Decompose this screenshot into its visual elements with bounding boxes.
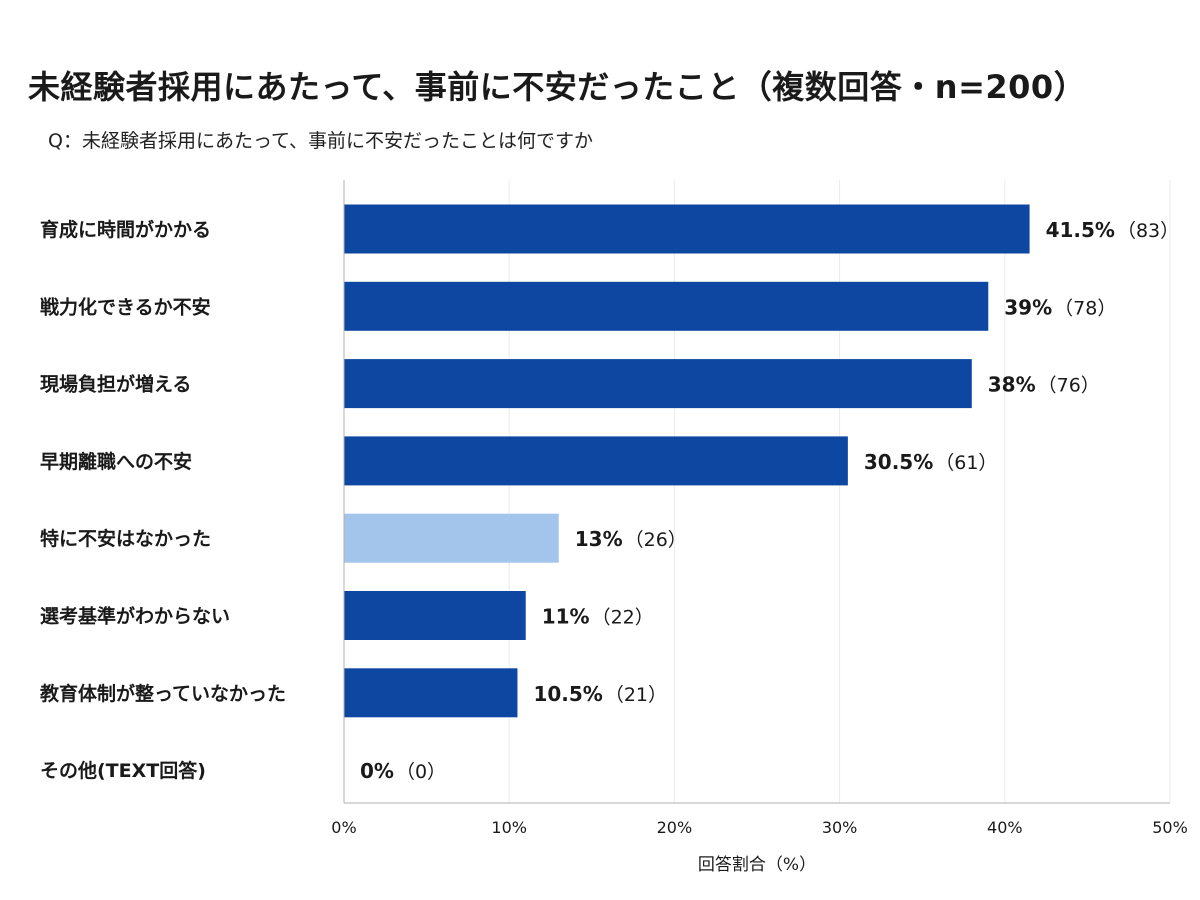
chart-title: 未経験者採用にあたって、事前に不安だったこと（複数回答・n=200）	[28, 68, 1087, 106]
bar	[344, 281, 989, 331]
count-label: （78）	[1054, 297, 1116, 319]
bar	[344, 668, 518, 718]
value-label: 10.5%	[533, 682, 602, 706]
bar	[344, 591, 526, 640]
bar	[344, 436, 848, 486]
count-label: （83）	[1117, 220, 1179, 242]
category-label: 選考基準がわからない	[40, 605, 230, 628]
bar	[344, 513, 559, 563]
value-label: 0%	[360, 759, 394, 783]
x-tick-label: 10%	[491, 818, 527, 837]
bar	[344, 204, 1030, 254]
count-label: （21）	[605, 684, 667, 706]
x-tick-label: 40%	[987, 818, 1023, 837]
x-tick-label: 50%	[1152, 818, 1188, 837]
category-label: 教育体制が整っていなかった	[40, 682, 286, 705]
bar	[344, 359, 972, 409]
value-label: 38%	[988, 373, 1036, 397]
value-label: 11%	[542, 605, 590, 629]
chart-subtitle: Q：未経験者採用にあたって、事前に不安だったことは何ですか	[48, 130, 594, 152]
category-label: 戦力化できるか不安	[40, 295, 211, 318]
count-label: （26）	[625, 529, 687, 551]
count-label: （0）	[396, 761, 446, 783]
category-label: 特に不安はなかった	[40, 527, 211, 550]
x-tick-label: 30%	[822, 818, 858, 837]
x-tick-label: 20%	[657, 818, 693, 837]
value-label: 41.5%	[1046, 218, 1115, 242]
category-label: 現場負担が増える	[40, 373, 191, 396]
count-label: （76）	[1038, 375, 1100, 397]
value-label: 39%	[1004, 295, 1052, 319]
category-label: その他(TEXT回答)	[40, 759, 206, 782]
value-label: 30.5%	[864, 450, 933, 474]
category-label: 育成に時間がかかる	[40, 218, 211, 241]
x-tick-label: 0%	[331, 818, 356, 837]
x-axis-title: 回答割合（%）	[698, 855, 816, 875]
category-label: 早期離職への不安	[40, 450, 192, 473]
count-label: （22）	[592, 607, 654, 629]
value-label: 13%	[575, 527, 623, 551]
count-label: （61）	[935, 452, 997, 474]
